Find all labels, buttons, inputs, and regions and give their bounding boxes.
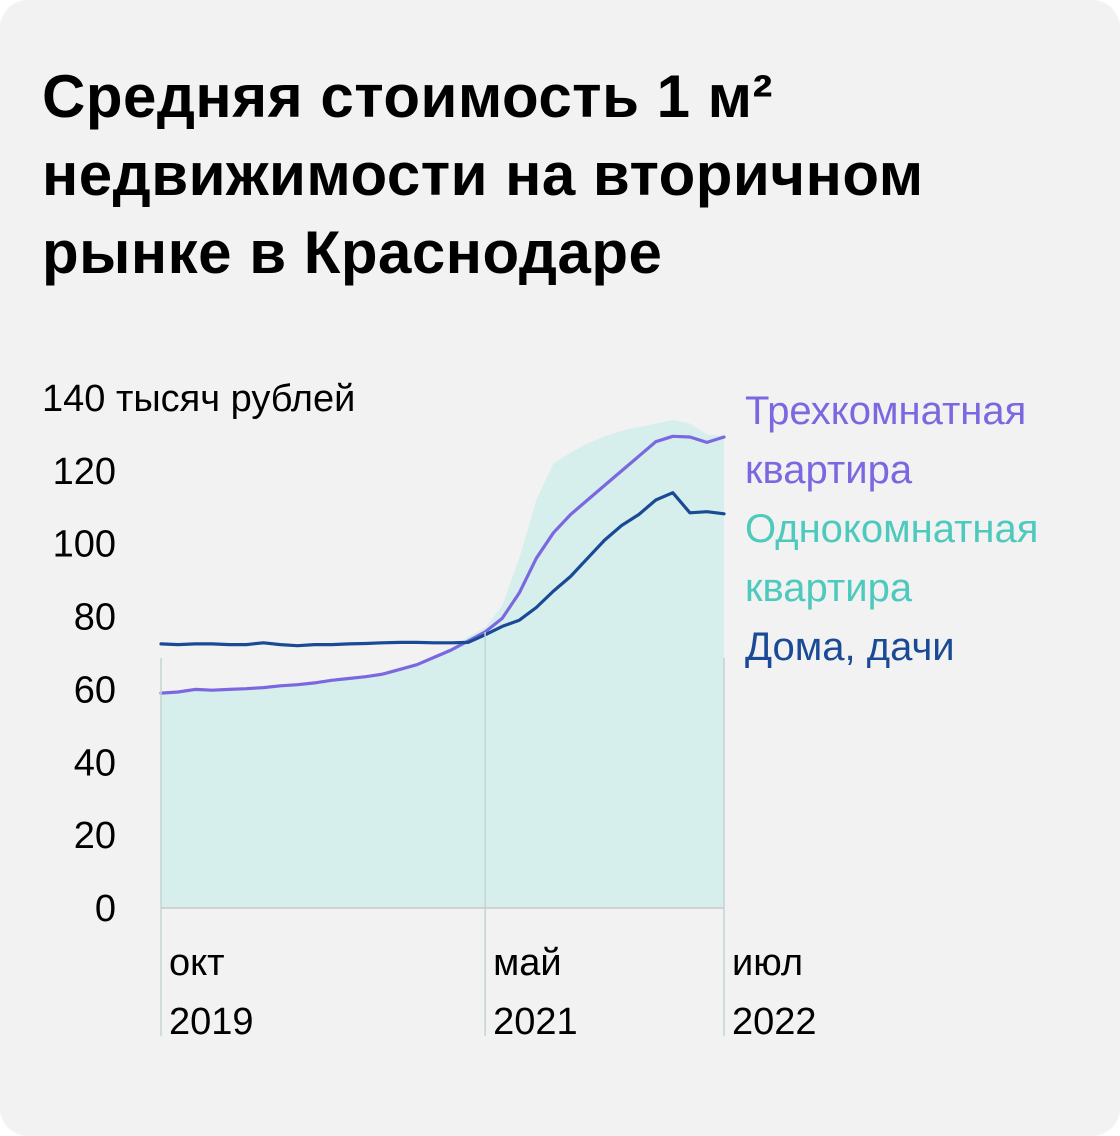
legend-entry: Однокомнатная квартира: [745, 507, 1038, 610]
y-tick-label: 60: [74, 669, 116, 711]
legend-entry-line: Трехкомнатная: [745, 389, 1026, 433]
legend-entry: Трехкомнатная квартира: [745, 389, 1026, 492]
x-tick-label: окт: [169, 942, 225, 984]
y-tick-label: 0: [95, 888, 116, 930]
chart-title-line: Средняя стоимость 1 м²: [42, 63, 774, 130]
legend: Трехкомнатная квартира Однокомнатная кварти…: [745, 389, 1038, 669]
area-layer: [161, 419, 724, 908]
chart-title: Средняя стоимость 1 м² недвижимости на в…: [42, 58, 1082, 292]
x-tick-label: 2021: [493, 1001, 578, 1043]
x-tick-label: июл: [732, 942, 803, 984]
y-tick-label: 80: [74, 597, 116, 639]
x-tick-label: 2019: [169, 1001, 254, 1043]
legend-entry-line: квартира: [745, 448, 913, 492]
x-axis-ticks: окт 2019 май 2021 июл 2022: [160, 632, 817, 1043]
legend-entry-line: квартира: [745, 566, 913, 610]
legend-entry: Дома, дачи: [745, 625, 955, 669]
legend-entry-line: Однокомнатная: [745, 507, 1038, 551]
x-tick-label: май: [493, 942, 561, 984]
series-area-однокомнатная-квартира: [161, 419, 724, 908]
chart-title-line: рынке в Краснодаре: [42, 219, 663, 286]
y-tick-label: 100: [53, 524, 116, 566]
y-tick-label: 20: [74, 815, 116, 857]
y-tick-label: 140 тысяч рублей: [42, 378, 355, 420]
legend-entry-line: Дома, дачи: [745, 625, 955, 669]
y-axis-ticks: 0 20 40 60 80 100 120 140 тысяч рублей: [42, 378, 355, 930]
series-line-дома-дачи: [159, 491, 726, 648]
series-line-трехкомнатная-квартира: [159, 434, 726, 695]
y-tick-label: 40: [74, 742, 116, 784]
chart-title-line: недвижимости на вторичном: [42, 141, 924, 208]
x-tick-label: 2022: [732, 1001, 817, 1043]
line-layer: [159, 434, 726, 695]
y-tick-label: 120: [53, 451, 116, 493]
